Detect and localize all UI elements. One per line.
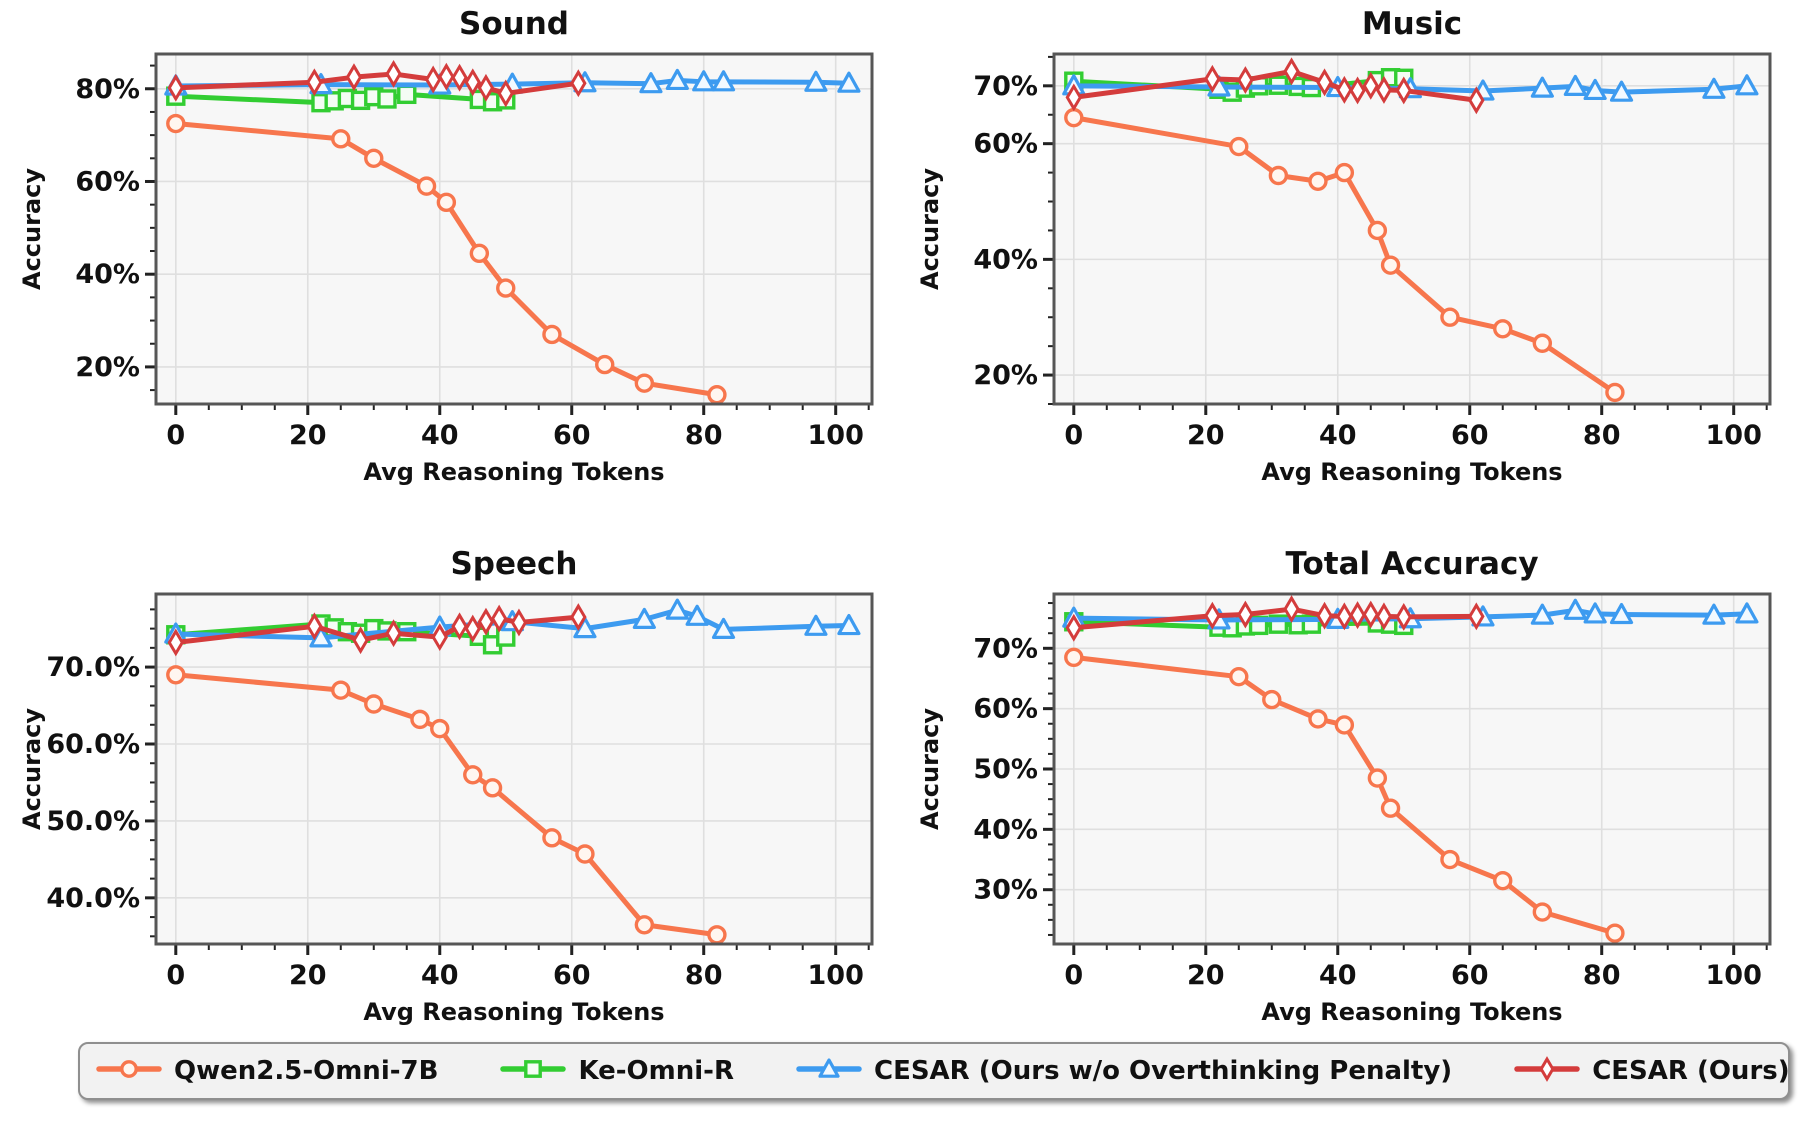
plot-area: 0 20 40 60 80 100 40.0% 50.0% 60.0% 70.0% Speech Av… [18,546,874,1026]
svg-text:100: 100 [1706,420,1762,451]
svg-text:80%: 80% [75,74,140,105]
svg-text:40%: 40% [973,244,1038,275]
chart-title: Sound [459,6,569,42]
svg-text:20%: 20% [75,352,140,383]
svg-text:100: 100 [1706,960,1762,991]
svg-text:20: 20 [289,960,327,991]
plot-area: 0 20 40 60 80 100 30% 40% 50% 60% 70% Total Accurac… [916,546,1772,1026]
x-axis-label: Avg Reasoning Tokens [1261,998,1562,1026]
legend-item-ke-omni-r: Ke-Omni-R [500,1054,734,1088]
svg-text:50%: 50% [973,754,1038,785]
chart-title: Music [1362,6,1462,42]
svg-text:40%: 40% [75,259,140,290]
x-axis-label: Avg Reasoning Tokens [363,998,664,1026]
svg-text:80: 80 [1583,420,1621,451]
svg-text:100: 100 [808,960,864,991]
svg-text:60%: 60% [75,166,140,197]
svg-text:100: 100 [808,420,864,451]
svg-text:60%: 60% [973,129,1038,160]
legend-label: CESAR (Ours) [1592,1056,1790,1086]
square-marker-icon [500,1054,567,1088]
chart-title: Speech [450,546,577,582]
svg-text:40%: 40% [973,814,1038,845]
x-axis-label: Avg Reasoning Tokens [363,458,664,486]
chart-total-accuracy: 0 20 40 60 80 100 30% 40% 50% 60% 70% Total Accurac… [908,542,1788,1032]
plot-area: 0 20 40 60 80 100 20% 40% 60% 80% Sound Avg Reasoni… [18,6,874,486]
legend-label: Qwen2.5-Omni-7B [174,1056,439,1086]
svg-text:80: 80 [1583,960,1621,991]
svg-text:80: 80 [685,420,723,451]
y-axis-label: Accuracy [916,168,944,290]
chart-title: Total Accuracy [1285,546,1538,582]
svg-text:70%: 70% [973,71,1038,102]
svg-text:0: 0 [166,960,185,991]
svg-text:40: 40 [1319,960,1357,991]
y-axis-label: Accuracy [916,708,944,830]
svg-text:60: 60 [553,960,591,991]
svg-text:70%: 70% [973,633,1038,664]
x-axis-label: Avg Reasoning Tokens [1261,458,1562,486]
svg-text:0: 0 [1064,420,1083,451]
svg-text:30%: 30% [973,875,1038,906]
y-axis-label: Accuracy [18,708,46,830]
legend-label: Ke-Omni-R [578,1056,734,1086]
svg-text:40: 40 [421,420,459,451]
svg-text:50.0%: 50.0% [46,806,140,837]
triangle-marker-icon [796,1054,862,1088]
svg-text:60: 60 [1451,960,1489,991]
svg-text:20: 20 [1187,420,1225,451]
svg-text:60: 60 [1451,420,1489,451]
legend-label: CESAR (Ours w/o Overthinking Penalty) [873,1056,1453,1086]
svg-text:20%: 20% [973,360,1038,391]
svg-text:0: 0 [1064,960,1083,991]
legend-item-qwen: Qwen2.5-Omni-7B [96,1054,438,1088]
svg-text:80: 80 [685,960,723,991]
chart-music: 0 20 40 60 80 100 20% 40% 60% 70% Music Avg Reasoni… [908,2,1788,492]
svg-text:40: 40 [1319,420,1357,451]
svg-text:20: 20 [289,420,327,451]
plot-area: 0 20 40 60 80 100 20% 40% 60% 70% Music Avg Reasoni… [916,6,1772,486]
legend-item-cesar-wo-penalty: CESAR (Ours w/o Overthinking Penalty) [796,1054,1452,1088]
svg-text:60: 60 [553,420,591,451]
svg-text:20: 20 [1187,960,1225,991]
diamond-marker-icon [1514,1054,1580,1088]
svg-text:60.0%: 60.0% [46,729,140,760]
svg-text:40.0%: 40.0% [46,883,140,914]
y-axis-label: Accuracy [18,168,46,290]
svg-text:70.0%: 70.0% [46,652,140,683]
chart-sound: 0 20 40 60 80 100 20% 40% 60% 80% Sound Avg Reasoni… [10,2,890,492]
legend: Qwen2.5-Omni-7B Ke-Omni-R CESAR (Ours w/… [78,1042,1790,1100]
chart-speech: 0 20 40 60 80 100 40.0% 50.0% 60.0% 70.0% Speech Av… [10,542,890,1032]
legend-item-cesar: CESAR (Ours) [1514,1054,1790,1088]
svg-text:0: 0 [166,420,185,451]
svg-text:60%: 60% [973,694,1038,725]
circle-marker-icon [96,1054,162,1088]
svg-text:40: 40 [421,960,459,991]
